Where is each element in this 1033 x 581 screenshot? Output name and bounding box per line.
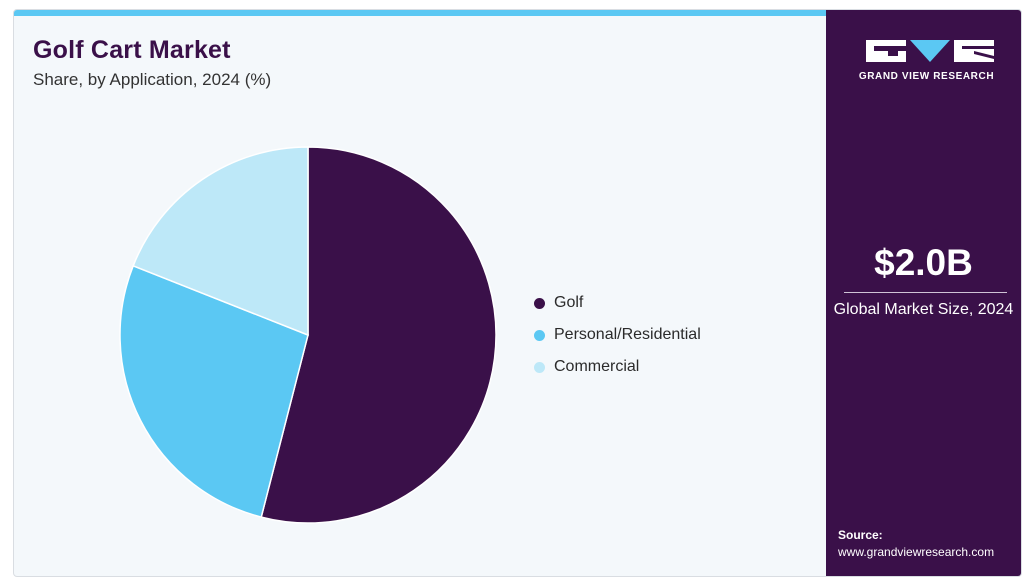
report-card: Golf Cart Market Share, by Application, … xyxy=(13,9,1022,577)
summary-panel: GRAND VIEW RESEARCH $2.0B Global Market … xyxy=(826,10,1021,576)
source-link[interactable]: www.grandviewresearch.com xyxy=(838,545,995,559)
divider xyxy=(844,292,1007,293)
chart-legend: Golf Personal/Residential Commercial xyxy=(534,292,701,388)
legend-label: Golf xyxy=(554,294,584,311)
market-size-value: $2.0B xyxy=(874,242,973,283)
pie-slice-golf xyxy=(260,146,497,524)
legend-item: Personal/Residential xyxy=(534,324,701,356)
grand-view-research-logo: GRAND VIEW RESEARCH xyxy=(854,36,999,84)
legend-item: Commercial xyxy=(534,356,701,388)
legend-label: Personal/Residential xyxy=(554,326,701,343)
market-size-label: Global Market Size, 2024 xyxy=(833,301,1014,318)
legend-item: Golf xyxy=(534,292,701,324)
accent-bar xyxy=(14,10,826,16)
pie-slice-commercial xyxy=(132,146,309,337)
pie-chart xyxy=(119,146,497,524)
logo-mark-icon xyxy=(866,40,994,62)
chart-title: Golf Cart Market xyxy=(33,36,231,64)
chart-subtitle: Share, by Application, 2024 (%) xyxy=(33,70,272,89)
legend-swatch xyxy=(534,330,545,341)
source-label: Source: xyxy=(838,528,883,542)
legend-label: Commercial xyxy=(554,358,640,375)
legend-swatch xyxy=(534,298,545,309)
logo-text: GRAND VIEW RESEARCH xyxy=(858,71,995,82)
legend-swatch xyxy=(534,362,545,373)
pie-slice-personal-residential xyxy=(119,264,309,519)
